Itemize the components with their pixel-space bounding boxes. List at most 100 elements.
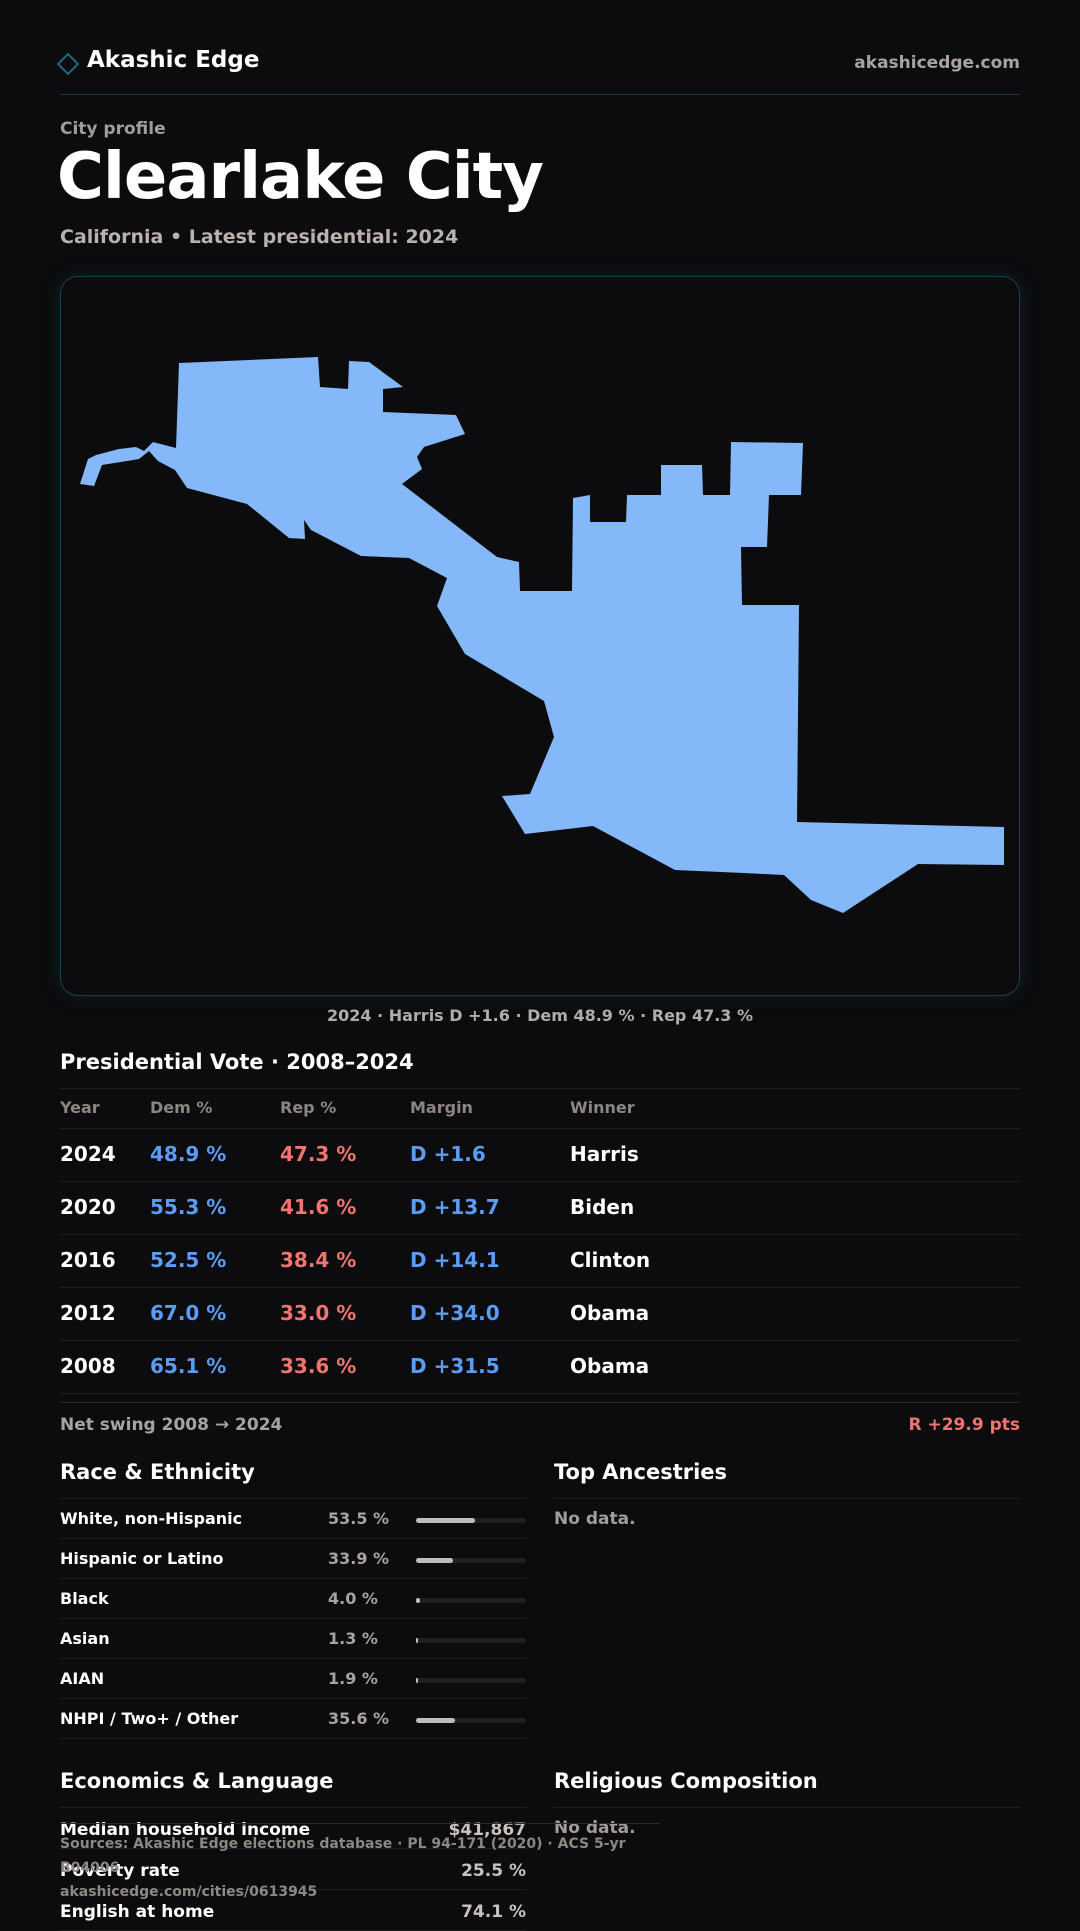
city-boundary-shape [80,357,1004,913]
race-row: Hispanic or Latino 33.9 % [60,1539,526,1579]
row-winner: Obama [570,1354,650,1378]
race-pct: 4.0 % [328,1589,378,1608]
econ-row: Poverty rate 25.5 % [60,1849,526,1890]
page-title: Clearlake City [57,140,544,214]
diamond-logo-icon [56,52,80,76]
page: Akashic Edge akashicedge.com City profil… [56,0,1020,1931]
presidential-vote-title: Presidential Vote · 2008–2024 [60,1050,414,1074]
economics-language-title: Economics & Language [60,1769,526,1808]
city-map-card [60,276,1020,996]
race-bar-fill [416,1678,419,1683]
header-winner: Winner [570,1098,635,1117]
row-margin: D +31.5 [410,1354,500,1378]
row-year: 2012 [60,1301,116,1325]
econ-label: Poverty rate [60,1861,180,1881]
race-pct: 33.9 % [328,1549,390,1568]
footer-url-link[interactable]: akashicedge.com/cities/0613945 [60,1884,318,1900]
presidential-table-header: Year Dem % Rep % Margin Winner [60,1098,1020,1129]
race-row: NHPI / Two+ / Other 35.6 % [60,1699,526,1739]
race-ethnicity-title: Race & Ethnicity [60,1460,526,1499]
ancestries-empty-state: No data. [554,1509,636,1529]
race-label: AIAN [60,1669,105,1688]
row-rep-pct: 33.0 % [280,1301,357,1325]
race-bar-track [416,1638,526,1643]
row-winner: Obama [570,1301,650,1325]
table-row: 2020 55.3 % 41.6 % D +13.7 Biden [60,1182,1020,1235]
race-bar-fill [416,1518,475,1523]
row-dem-pct: 67.0 % [150,1301,227,1325]
race-pct: 1.3 % [328,1629,378,1648]
page-footer: Sources: Akashic Edge elections database… [60,1823,660,1904]
footer-sources: Sources: Akashic Edge elections database… [60,1836,626,1876]
city-boundary-map [80,357,1004,913]
net-swing-row: Net swing 2008 → 2024 R +29.9 pts [60,1402,1020,1447]
row-rep-pct: 47.3 % [280,1142,357,1166]
race-label: NHPI / Two+ / Other [60,1709,239,1728]
row-margin: D +1.6 [410,1142,486,1166]
econ-label: Median household income [60,1820,311,1840]
row-dem-pct: 65.1 % [150,1354,227,1378]
race-bar-fill [416,1638,418,1643]
header-dem: Dem % [150,1098,213,1117]
table-row: 2008 65.1 % 33.6 % D +31.5 Obama [60,1341,1020,1394]
divider [60,1088,1020,1089]
race-bar-track [416,1518,526,1523]
religious-composition-title: Religious Composition [554,1769,1020,1808]
econ-row: English at home 74.1 % [60,1890,526,1931]
econ-value: 74.1 % [461,1902,526,1922]
race-pct: 35.6 % [328,1709,390,1728]
row-rep-pct: 41.6 % [280,1195,357,1219]
row-dem-pct: 52.5 % [150,1248,227,1272]
table-row: 2024 48.9 % 47.3 % D +1.6 Harris [60,1129,1020,1182]
header-year: Year [60,1098,100,1117]
econ-value: $41,867 [448,1820,526,1840]
race-bar-track [416,1598,526,1603]
race-row: Asian 1.3 % [60,1619,526,1659]
map-caption: 2024 · Harris D +1.6 · Dem 48.9 % · Rep … [326,1006,754,1025]
table-row: 2016 52.5 % 38.4 % D +14.1 Clinton [60,1235,1020,1288]
race-pct: 1.9 % [328,1669,378,1688]
row-winner: Clinton [570,1248,651,1272]
header-rep: Rep % [280,1098,337,1117]
race-bar-track [416,1718,526,1723]
top-ancestries-section: Top Ancestries No data. [554,1460,1020,1529]
site-domain-link[interactable]: akashicedge.com [854,53,1020,73]
net-swing-value: R +29.9 pts [908,1415,1020,1435]
row-winner: Harris [570,1142,639,1166]
row-year: 2008 [60,1354,116,1378]
race-bar-fill [416,1598,421,1603]
row-rep-pct: 38.4 % [280,1248,357,1272]
race-bar-track [416,1558,526,1563]
row-year: 2016 [60,1248,116,1272]
row-dem-pct: 48.9 % [150,1142,227,1166]
top-ancestries-title: Top Ancestries [554,1460,1020,1499]
race-ethnicity-section: Race & Ethnicity White, non-Hispanic 53.… [60,1460,526,1739]
row-year: 2020 [60,1195,116,1219]
row-margin: D +13.7 [410,1195,500,1219]
race-row: AIAN 1.9 % [60,1659,526,1699]
race-row: Black 4.0 % [60,1579,526,1619]
row-winner: Biden [570,1195,635,1219]
econ-value: 25.5 % [461,1861,526,1881]
economics-language-section: Economics & Language Median household in… [60,1769,526,1931]
row-rep-pct: 33.6 % [280,1354,357,1378]
page-kicker: City profile [60,119,166,139]
race-bar-fill [416,1718,456,1723]
top-bar: Akashic Edge akashicedge.com [56,0,1020,95]
row-margin: D +34.0 [410,1301,500,1325]
econ-row: Median household income $41,867 [60,1808,526,1849]
header-margin: Margin [410,1098,473,1117]
row-year: 2024 [60,1142,116,1166]
row-margin: D +14.1 [410,1248,500,1272]
econ-label: English at home [60,1902,215,1922]
race-pct: 53.5 % [328,1509,390,1528]
row-dem-pct: 55.3 % [150,1195,227,1219]
race-bar-track [416,1678,526,1683]
brand-name[interactable]: Akashic Edge [87,47,260,73]
table-row: 2012 67.0 % 33.0 % D +34.0 Obama [60,1288,1020,1341]
race-label: Black [60,1589,109,1608]
race-label: White, non-Hispanic [60,1509,243,1528]
net-swing-label: Net swing 2008 → 2024 [60,1415,283,1435]
race-label: Hispanic or Latino [60,1549,224,1568]
race-bar-fill [416,1558,454,1563]
